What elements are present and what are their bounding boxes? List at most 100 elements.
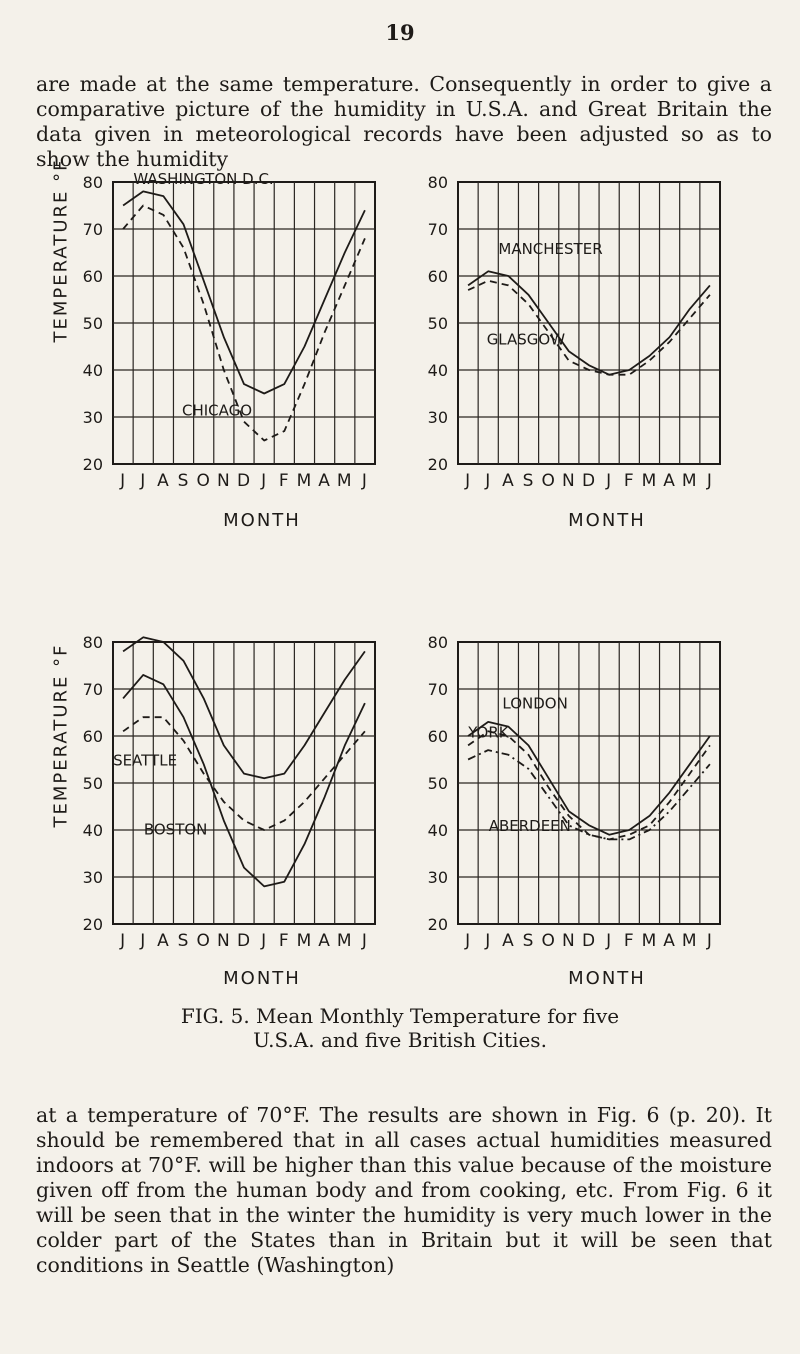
series-line — [122, 636, 366, 780]
x-tick-label: M — [682, 471, 698, 491]
page-number: 19 — [385, 20, 415, 45]
x-tick-label: M — [337, 931, 353, 951]
y-tick-label: 30 — [83, 408, 103, 427]
y-tick-label: 50 — [428, 774, 448, 793]
x-tick-label: O — [541, 471, 555, 491]
x-tick-label: M — [682, 931, 698, 951]
chart-washington-chicago: 80 70 60 50 40 30 20 J J A S O N D J F M A M J WASHINGTON D.… — [75, 170, 445, 495]
y-tick-label: 50 — [83, 314, 103, 333]
y-tick-label: 40 — [428, 821, 448, 840]
y-tick-label: 30 — [83, 868, 103, 887]
y-tick-label: 20 — [428, 455, 448, 474]
x-tick-label: M — [642, 471, 658, 491]
x-tick-label: A — [318, 931, 331, 951]
x-tick-label: J — [119, 931, 126, 951]
y-tick-label: 50 — [83, 774, 103, 793]
x-tick-label: M — [297, 931, 313, 951]
paragraph-top: are made at the same temperature. Conseq… — [36, 72, 772, 171]
y-tick-label: 30 — [428, 868, 448, 887]
y-tick-label: 40 — [428, 361, 448, 380]
series-line — [467, 730, 711, 841]
series-line — [467, 721, 711, 836]
series-line — [122, 716, 366, 831]
series-label: WASHINGTON D.C. — [133, 170, 273, 188]
chart-svg-3: 80706050403020JJASONDJFMAMJCHARLESTON S.… — [83, 633, 376, 951]
y-tick-label: 70 — [83, 220, 103, 239]
series-line — [467, 279, 711, 376]
y-tick-label: 20 — [428, 915, 448, 934]
x-tick-label: F — [624, 471, 635, 491]
y-tick-label: 70 — [83, 680, 103, 699]
x-tick-label: D — [237, 471, 251, 491]
x-tick-label: J — [260, 471, 267, 491]
y-tick-label: 30 — [428, 408, 448, 427]
x-tick-label: M — [337, 471, 353, 491]
x-tick-label: J — [361, 931, 368, 951]
x-tick-label: J — [260, 931, 267, 951]
chart-london-york-aberdeen: 80 70 60 50 40 30 20 J J A S O N D J F M A M J LONDON YORK ABE… — [420, 630, 790, 955]
x-tick-label: M — [642, 931, 658, 951]
x-tick-label: N — [562, 471, 576, 491]
x-tick-label: A — [502, 471, 515, 491]
x-tick-label: F — [624, 931, 635, 951]
x-tick-label: F — [279, 931, 290, 951]
series-line — [122, 204, 366, 442]
y-tick-label: 80 — [83, 173, 103, 192]
x-tick-label: S — [178, 931, 190, 951]
y-axis-title-bottom: TEMPERATURE °F — [50, 643, 72, 828]
x-tick-label: J — [139, 931, 146, 951]
x-tick-label: A — [318, 471, 331, 491]
x-tick-label: A — [663, 931, 676, 951]
x-tick-label: D — [582, 931, 596, 951]
x-tick-label: J — [484, 471, 491, 491]
x-tick-label: J — [706, 471, 713, 491]
y-tick-label: 60 — [83, 267, 103, 286]
series-label: LONDON — [502, 695, 567, 713]
y-tick-label: 60 — [428, 267, 448, 286]
x-tick-label: J — [605, 931, 612, 951]
y-tick-label: 50 — [428, 314, 448, 333]
y-tick-label: 60 — [428, 727, 448, 746]
y-tick-label: 70 — [428, 220, 448, 239]
x-axis-title-3: MONTH — [223, 968, 301, 989]
series-label: CHICAGO — [182, 402, 252, 420]
series-label: MANCHESTER — [498, 240, 602, 258]
x-tick-label: A — [157, 931, 170, 951]
figure-caption-line1: FIG. 5. Mean Monthly Temperature for fiv… — [180, 1004, 620, 1028]
x-tick-label: M — [297, 471, 313, 491]
y-tick-label: 40 — [83, 361, 103, 380]
y-tick-label: 70 — [428, 680, 448, 699]
x-tick-label: A — [663, 471, 676, 491]
series-label: ABERDEEN — [489, 817, 571, 835]
series-label: YORK — [467, 723, 510, 741]
chart-manchester-glasgow: 80 70 60 50 40 30 20 J J A S O N D J F M A M J MANCHESTER GLA… — [420, 170, 790, 495]
x-tick-label: S — [523, 471, 535, 491]
x-tick-label: S — [523, 931, 535, 951]
x-tick-label: D — [582, 471, 596, 491]
x-tick-label: A — [502, 931, 515, 951]
y-tick-label: 60 — [83, 727, 103, 746]
y-tick-label: 20 — [83, 455, 103, 474]
x-tick-label: J — [361, 471, 368, 491]
x-tick-label: J — [139, 471, 146, 491]
x-tick-label: N — [217, 931, 231, 951]
series-label: SEATTLE — [113, 751, 177, 769]
y-tick-label: 80 — [428, 173, 448, 192]
x-tick-label: D — [237, 931, 251, 951]
x-tick-label: F — [279, 471, 290, 491]
x-tick-label: J — [464, 471, 471, 491]
chart-charleston-seattle-boston: 80706050403020JJASONDJFMAMJCHARLESTON S.… — [75, 630, 445, 955]
series-line — [467, 270, 711, 376]
x-tick-label: A — [157, 471, 170, 491]
y-tick-label: 80 — [428, 633, 448, 652]
y-tick-label: 20 — [83, 915, 103, 934]
x-tick-label: O — [541, 931, 555, 951]
x-tick-label: N — [562, 931, 576, 951]
figure-caption-line2: U.S.A. and five British Cities. — [253, 1028, 547, 1052]
y-tick-label: 40 — [83, 821, 103, 840]
series-line — [122, 674, 366, 888]
x-tick-label: J — [706, 931, 713, 951]
